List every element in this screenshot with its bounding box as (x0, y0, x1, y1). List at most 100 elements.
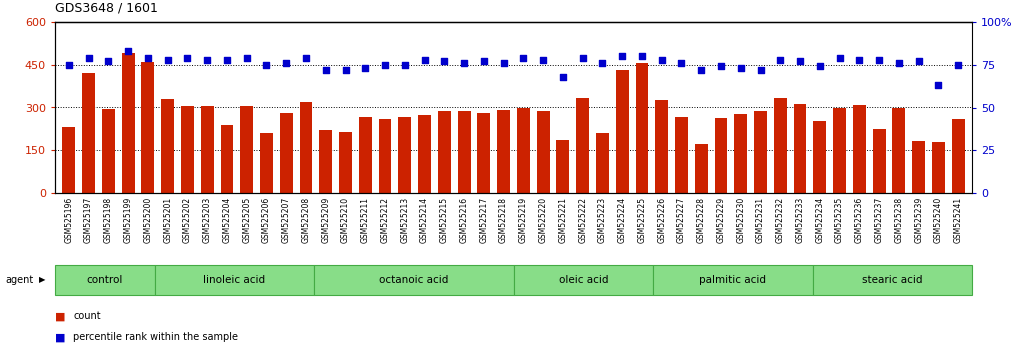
Point (654, 57, 670, 62)
Point (338, 67, 354, 73)
Text: GSM525209: GSM525209 (321, 196, 331, 243)
Point (792, 58, 809, 64)
Point (772, 57, 788, 62)
Bar (517, 108, 530, 193)
Text: linoleic acid: linoleic acid (203, 275, 265, 285)
Text: GSM525220: GSM525220 (539, 196, 547, 243)
Point (476, 58, 492, 64)
Bar (280, 113, 293, 193)
Point (535, 57, 551, 62)
Point (357, 65, 373, 71)
Point (950, 62, 966, 68)
Text: GSM525233: GSM525233 (795, 196, 804, 243)
Text: GSM525202: GSM525202 (183, 196, 192, 243)
Point (832, 55, 848, 61)
Point (694, 67, 710, 73)
Bar (952, 119, 964, 193)
Point (139, 55, 156, 61)
Point (575, 55, 591, 61)
Bar (359, 118, 371, 193)
Text: GSM525238: GSM525238 (894, 196, 903, 243)
Bar (378, 119, 392, 193)
Point (80, 55, 97, 61)
Bar (458, 111, 471, 193)
Bar (556, 140, 570, 193)
Text: count: count (73, 311, 101, 321)
Point (239, 55, 255, 61)
Point (732, 65, 749, 71)
Point (160, 57, 176, 62)
Bar (577, 97, 589, 193)
Text: GSM525225: GSM525225 (638, 196, 647, 243)
Bar (615, 70, 629, 193)
Bar (141, 62, 155, 193)
Text: GSM525224: GSM525224 (617, 196, 626, 243)
Bar (755, 111, 767, 193)
Bar (260, 133, 273, 193)
Text: GSM525232: GSM525232 (776, 196, 785, 243)
Text: GSM525230: GSM525230 (736, 196, 745, 243)
Text: GSM525213: GSM525213 (401, 196, 409, 243)
Text: GSM525208: GSM525208 (301, 196, 310, 243)
Bar (339, 132, 352, 193)
Point (594, 60, 610, 66)
Bar (314, 265, 514, 295)
Bar (537, 111, 549, 193)
Text: stearic acid: stearic acid (862, 275, 922, 285)
Text: GSM525200: GSM525200 (143, 196, 153, 243)
Bar (200, 106, 214, 193)
Point (298, 55, 314, 61)
Bar (82, 73, 95, 193)
Text: GSM525228: GSM525228 (697, 196, 706, 242)
Text: GSM525203: GSM525203 (202, 196, 212, 243)
Point (377, 62, 394, 68)
Point (317, 67, 334, 73)
Text: GSM525204: GSM525204 (223, 196, 232, 243)
Text: ▶: ▶ (39, 275, 45, 285)
Bar (399, 116, 411, 193)
Text: GSM525237: GSM525237 (875, 196, 884, 243)
Point (219, 57, 235, 62)
Text: GSM525236: GSM525236 (855, 196, 863, 243)
Text: GSM525205: GSM525205 (242, 196, 251, 243)
Text: GSM525234: GSM525234 (816, 196, 825, 243)
Bar (418, 115, 431, 193)
Text: GSM525227: GSM525227 (677, 196, 686, 243)
Text: GSM525229: GSM525229 (717, 196, 725, 243)
Text: GSM525231: GSM525231 (756, 196, 765, 243)
Point (179, 55, 195, 61)
Point (891, 60, 907, 66)
Bar (55, 265, 155, 295)
Text: GSM525221: GSM525221 (558, 196, 567, 242)
Bar (932, 142, 945, 193)
Text: GSM525216: GSM525216 (460, 196, 469, 243)
Bar (477, 113, 490, 193)
Text: GSM525241: GSM525241 (954, 196, 963, 243)
Point (120, 48, 136, 54)
Text: palmitic acid: palmitic acid (700, 275, 766, 285)
Bar (122, 53, 134, 193)
Bar (240, 106, 253, 193)
Bar (833, 108, 846, 193)
Point (812, 64, 828, 69)
Text: GSM525207: GSM525207 (282, 196, 291, 243)
Point (456, 60, 472, 66)
Bar (893, 108, 905, 193)
Point (614, 53, 631, 59)
Text: GSM525240: GSM525240 (934, 196, 943, 243)
Text: GSM525198: GSM525198 (104, 196, 113, 243)
Bar (300, 102, 312, 193)
Text: control: control (86, 275, 123, 285)
Bar (102, 109, 115, 193)
Text: oleic acid: oleic acid (558, 275, 608, 285)
Text: GSM525226: GSM525226 (657, 196, 666, 243)
Bar (734, 114, 747, 193)
Point (101, 58, 117, 64)
Bar (181, 106, 194, 193)
Point (634, 53, 650, 59)
Bar (873, 129, 886, 193)
Bar (497, 110, 511, 193)
Text: GSM525206: GSM525206 (262, 196, 271, 243)
Text: GSM525212: GSM525212 (380, 196, 390, 242)
Point (516, 55, 532, 61)
